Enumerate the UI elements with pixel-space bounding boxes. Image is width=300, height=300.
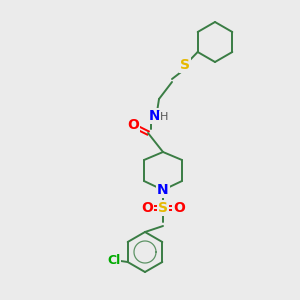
Text: Cl: Cl [107,254,120,268]
Text: N: N [157,183,169,197]
Text: O: O [141,201,153,215]
Text: O: O [173,201,185,215]
Text: N: N [149,109,161,123]
Text: S: S [180,58,190,72]
Text: H: H [160,112,168,122]
Text: S: S [158,201,168,215]
Text: O: O [127,118,139,132]
